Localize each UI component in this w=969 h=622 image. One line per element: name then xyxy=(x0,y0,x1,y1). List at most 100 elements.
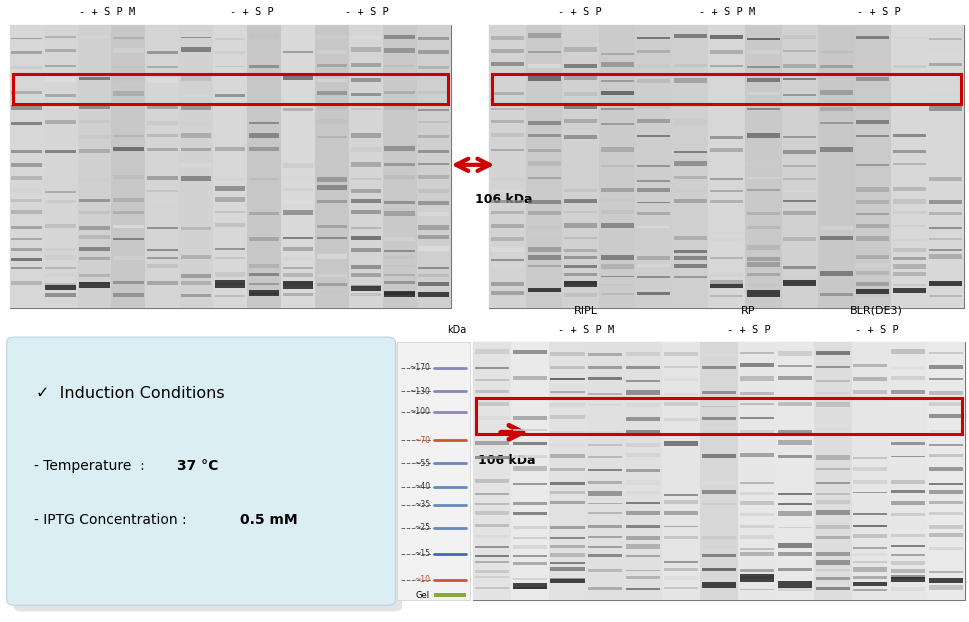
Bar xyxy=(776,342,814,600)
Bar xyxy=(702,490,736,494)
Bar xyxy=(550,501,584,504)
Bar xyxy=(476,397,962,434)
Bar xyxy=(215,179,245,181)
Bar xyxy=(283,162,313,168)
Bar xyxy=(79,282,109,284)
Bar xyxy=(739,588,774,590)
Bar xyxy=(513,526,547,529)
Bar xyxy=(816,427,850,431)
Bar xyxy=(249,190,279,193)
Bar xyxy=(710,190,743,192)
Bar xyxy=(783,211,816,215)
Bar xyxy=(419,163,449,165)
Bar xyxy=(672,25,708,308)
Bar xyxy=(588,353,622,356)
Bar xyxy=(929,414,963,419)
Bar xyxy=(588,536,622,537)
Bar xyxy=(513,350,547,354)
Bar xyxy=(283,273,313,277)
Bar xyxy=(351,78,381,82)
Bar xyxy=(317,274,347,277)
Bar xyxy=(283,237,313,239)
Bar xyxy=(526,25,562,308)
Bar xyxy=(820,226,853,230)
Bar xyxy=(673,119,706,124)
Bar xyxy=(550,366,584,369)
Bar xyxy=(181,63,211,67)
Bar xyxy=(351,286,381,291)
Bar xyxy=(601,62,634,67)
Bar xyxy=(317,254,347,259)
Bar xyxy=(283,188,313,191)
Bar xyxy=(739,352,774,354)
Bar xyxy=(702,582,736,588)
Bar xyxy=(215,281,245,288)
Bar xyxy=(892,106,925,108)
Bar xyxy=(491,133,524,137)
Bar xyxy=(588,431,622,434)
Bar xyxy=(475,511,509,516)
Bar xyxy=(475,457,509,459)
Bar xyxy=(702,406,736,407)
Bar xyxy=(513,455,547,458)
Bar xyxy=(419,78,449,82)
Bar xyxy=(475,390,509,393)
Bar xyxy=(599,25,636,308)
Bar xyxy=(513,583,547,589)
Bar xyxy=(79,257,109,259)
Bar xyxy=(783,280,816,285)
Bar xyxy=(550,491,584,494)
Bar xyxy=(564,64,597,68)
Bar xyxy=(626,536,660,539)
Bar xyxy=(673,151,706,152)
Bar xyxy=(857,294,890,297)
Bar xyxy=(419,150,449,152)
Text: 37 °C: 37 °C xyxy=(177,459,219,473)
Bar xyxy=(12,210,42,214)
Bar xyxy=(181,254,211,259)
Bar xyxy=(710,258,743,259)
Bar xyxy=(283,267,313,269)
Bar xyxy=(601,223,634,228)
Bar xyxy=(147,67,177,68)
Bar xyxy=(783,266,816,269)
Bar xyxy=(783,271,816,276)
Bar xyxy=(892,264,925,269)
Bar xyxy=(513,512,547,514)
Bar xyxy=(710,136,743,139)
Text: ~15: ~15 xyxy=(414,549,430,559)
Bar xyxy=(113,293,143,297)
Bar xyxy=(664,577,699,580)
Bar xyxy=(783,50,816,52)
Bar xyxy=(562,25,599,308)
Bar xyxy=(747,92,780,95)
Bar xyxy=(816,560,850,565)
Bar xyxy=(385,201,415,203)
Bar xyxy=(638,202,671,203)
Bar xyxy=(419,292,449,297)
Bar xyxy=(745,25,782,308)
Bar xyxy=(710,238,743,241)
Bar xyxy=(854,480,888,484)
Bar xyxy=(475,547,509,548)
Bar xyxy=(385,146,415,151)
Bar xyxy=(778,552,812,555)
Bar xyxy=(317,35,347,39)
Bar xyxy=(79,67,109,68)
Bar xyxy=(147,134,177,137)
Bar xyxy=(638,165,671,167)
Bar xyxy=(739,492,774,494)
Bar xyxy=(215,248,245,251)
Bar xyxy=(673,78,706,83)
Bar xyxy=(550,431,584,434)
Bar xyxy=(929,352,963,354)
Bar xyxy=(892,187,925,192)
Bar xyxy=(550,378,584,380)
Bar xyxy=(638,226,671,228)
Bar xyxy=(857,255,890,259)
Bar xyxy=(113,37,143,39)
Bar xyxy=(601,147,634,152)
Bar xyxy=(419,267,449,269)
Bar xyxy=(385,265,415,267)
Bar xyxy=(929,525,963,529)
